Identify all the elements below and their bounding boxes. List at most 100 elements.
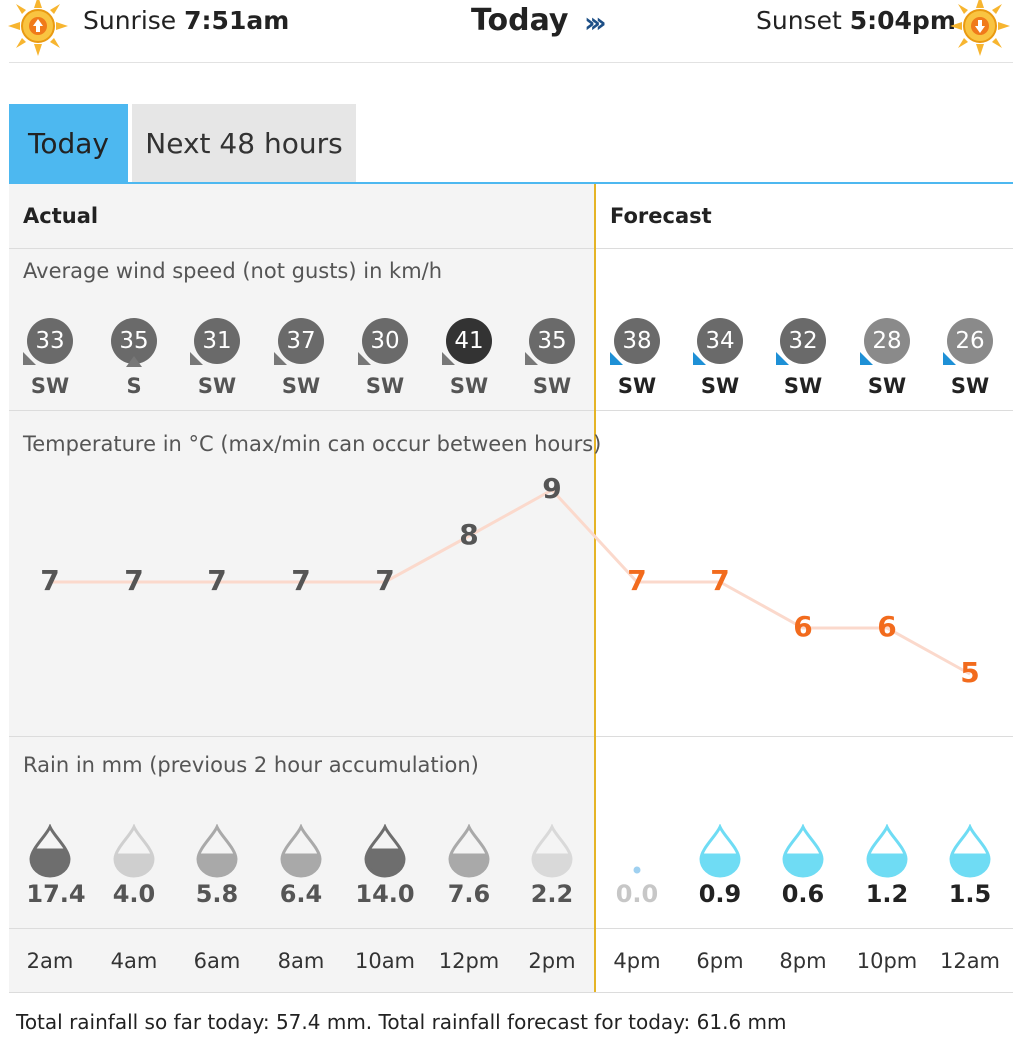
wind-direction: SW [700,374,740,398]
wind-item: 35 S [98,318,168,402]
wind-speed: 35 [529,318,575,364]
rain-value: 0.0 [615,880,659,908]
wind-item: 26 SW [934,318,1004,402]
time-label: 6pm [696,949,744,973]
row-divider [9,928,1013,929]
wind-speed: 26 [947,318,993,364]
rain-value: 14.0 [355,880,415,908]
rain-dot-icon [633,866,641,874]
wind-speed: 41 [446,318,492,364]
wind-direction-arrow-icon [190,352,203,365]
wind-direction: SW [365,374,405,398]
time-label: 4am [110,949,158,973]
rain-drop-icon [699,824,741,878]
wind-item: 38 SW [601,318,671,402]
rain-drop-icon [364,824,406,878]
rain-drop-icon [866,824,908,878]
actual-forecast-divider [594,184,596,992]
row-divider [9,410,1013,411]
wind-item: 32 SW [767,318,837,402]
rain-drop-icon [448,824,490,878]
wind-item: 34 SW [684,318,754,402]
tab-next-48-hours[interactable]: Next 48 hours [132,104,356,182]
page-title: Today [471,3,569,38]
wind-speed: 35 [111,318,157,364]
temperature-value: 7 [40,564,60,597]
temperature-value: 5 [960,656,980,689]
temperature-value: 7 [291,564,311,597]
wind-direction-arrow-icon [610,352,623,365]
wind-direction: SW [783,374,823,398]
wind-direction: SW [867,374,907,398]
wind-direction-arrow-icon [693,352,706,365]
wind-direction: SW [617,374,657,398]
forecast-header: Forecast [610,204,712,228]
wind-direction: SW [30,374,70,398]
row-divider [9,992,1013,993]
wind-direction-arrow-icon [525,352,538,365]
time-label: 12pm [438,949,500,973]
rain-value: 1.2 [865,880,909,908]
wind-item: 35 SW [516,318,586,402]
rain-value: 5.8 [195,880,239,908]
sunrise-text: Sunrise 7:51am [83,6,289,35]
wind-direction: S [126,374,142,398]
rain-value: 1.5 [948,880,992,908]
tab-today-label: Today [28,126,109,160]
rain-drop-icon [196,824,238,878]
wind-item: 33 SW [14,318,84,402]
tab-today[interactable]: Today [9,104,128,182]
rain-value: 7.6 [447,880,491,908]
temperature-value: 7 [375,564,395,597]
wind-direction-arrow-icon [23,352,36,365]
wind-label: Average wind speed (not gusts) in km/h [23,259,443,283]
tab-next-48-hours-label: Next 48 hours [145,126,343,160]
rain-drop-icon [29,824,71,878]
time-label: 6am [193,949,241,973]
rain-value: 4.0 [112,880,156,908]
time-label: 10am [354,949,416,973]
wind-direction-arrow-icon [442,352,455,365]
temperature-line [50,488,971,676]
rain-drop-icon [113,824,155,878]
sunrise-icon [8,0,68,56]
actual-header: Actual [23,204,99,228]
temperature-value: 6 [877,610,897,643]
sunrise-time: 7:51am [184,6,290,35]
time-label: 10pm [856,949,918,973]
temperature-value: 7 [627,564,647,597]
time-label: 8pm [779,949,827,973]
rain-drop-icon [531,824,573,878]
wind-speed: 31 [194,318,240,364]
wind-item: 30 SW [349,318,419,402]
rain-value: 6.4 [279,880,323,908]
row-divider [9,736,1013,737]
sunset-label: Sunset [756,6,842,35]
temperature-value: 9 [542,472,562,505]
wind-item: 41 SW [433,318,503,402]
wind-direction: SW [281,374,321,398]
time-label: 4pm [613,949,661,973]
header-divider [9,62,1013,63]
temperature-value: 7 [207,564,227,597]
rain-value: 0.6 [781,880,825,908]
rain-value: 0.9 [698,880,742,908]
temperature-value: 7 [710,564,730,597]
tab-underline [9,182,1013,184]
wind-item: 28 SW [851,318,921,402]
time-label: 2am [26,949,74,973]
temperature-value: 6 [793,610,813,643]
wind-direction-arrow-icon [776,352,789,365]
sunset-icon [950,0,1010,56]
wind-direction: SW [449,374,489,398]
wind-direction-arrow-icon [860,352,873,365]
temperature-value: 7 [124,564,144,597]
temperature-label: Temperature in °C (max/min can occur bet… [23,432,602,456]
sunset-text: Sunset 5:04pm [756,6,956,35]
wind-item: 37 SW [265,318,335,402]
wind-direction: SW [950,374,990,398]
sunset-time: 5:04pm [849,6,956,35]
row-divider [9,248,1013,249]
rain-value: 17.4 [26,880,86,908]
rain-drop-icon [280,824,322,878]
